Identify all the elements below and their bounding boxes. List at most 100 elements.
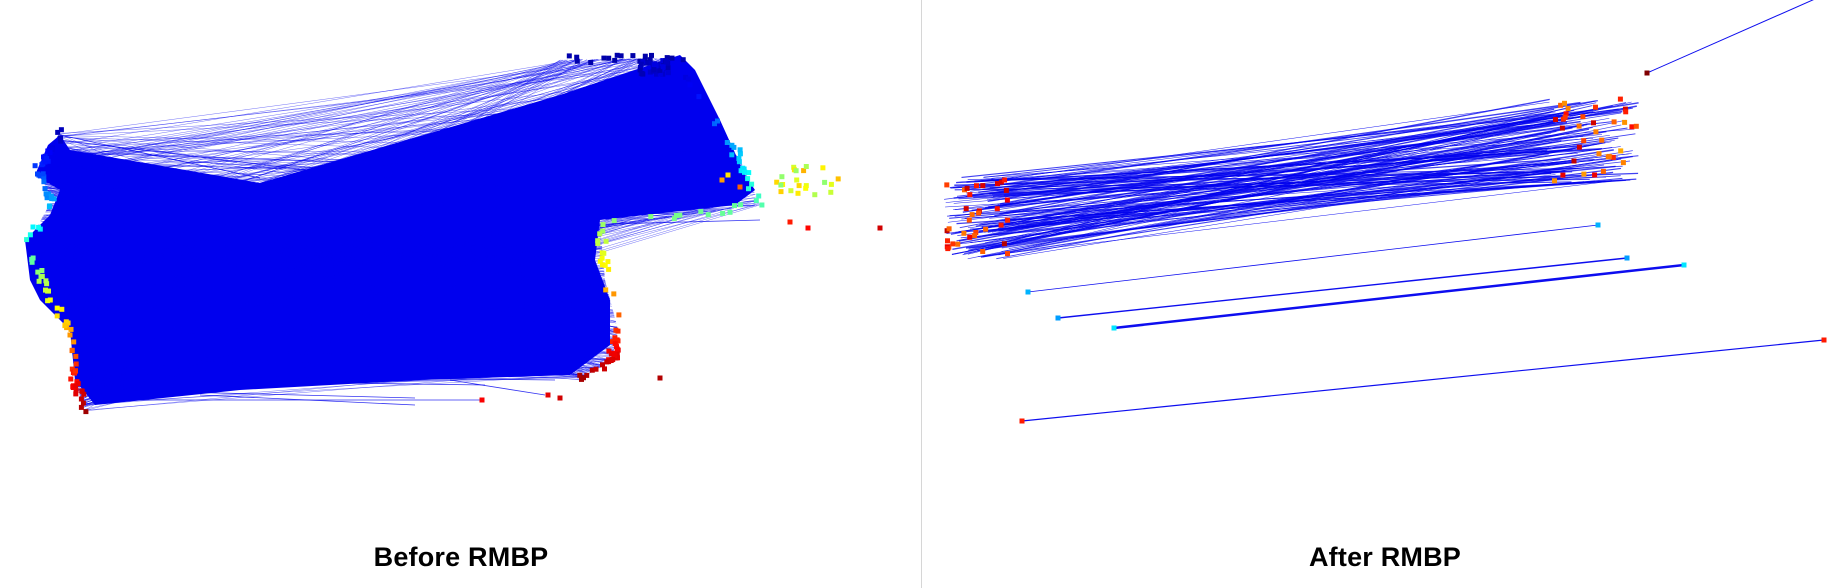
keypoint <box>54 305 60 311</box>
match-line <box>968 171 1614 249</box>
keypoint <box>994 206 1000 212</box>
keypoint <box>73 388 79 394</box>
keypoint <box>44 281 50 287</box>
keypoint <box>787 219 793 225</box>
match-line <box>46 58 625 189</box>
match-line <box>980 111 1556 182</box>
keypoint <box>835 176 841 182</box>
keypoint <box>1005 251 1010 257</box>
keypoint <box>35 171 40 177</box>
keypoint <box>545 392 551 398</box>
keypoint <box>610 339 615 345</box>
match-line <box>987 162 1580 200</box>
keypoint <box>69 366 75 372</box>
match-line <box>34 229 601 254</box>
keypoint <box>737 151 743 157</box>
keypoint <box>1576 144 1582 150</box>
keypoint <box>698 208 704 214</box>
keypoint <box>614 52 620 58</box>
keypoint <box>680 57 686 63</box>
match-line <box>42 161 690 215</box>
keypoint <box>673 213 679 218</box>
match-line <box>48 150 735 153</box>
match-line <box>64 232 601 322</box>
keypoint <box>720 210 726 216</box>
keypoint <box>606 348 612 354</box>
match-line <box>977 179 1624 257</box>
keypoint <box>45 298 51 304</box>
keypoint <box>950 241 956 247</box>
match-line <box>986 112 1552 229</box>
keypoint <box>657 375 663 381</box>
after-matches-plot <box>944 0 1827 424</box>
keypoint <box>969 212 975 218</box>
keypoint <box>39 273 45 279</box>
keypoint <box>640 59 646 65</box>
match-line <box>1005 175 1559 213</box>
keypoint <box>78 404 84 410</box>
match-line <box>43 181 601 226</box>
match-line <box>39 156 739 174</box>
keypoint <box>822 179 828 185</box>
match-line <box>38 170 585 378</box>
keypoint <box>78 396 84 402</box>
match-line <box>965 143 1599 194</box>
match-line <box>84 368 599 411</box>
keypoint <box>736 156 742 161</box>
match-line <box>56 210 716 309</box>
keypoint <box>46 288 51 294</box>
keypoint <box>944 182 950 188</box>
keypoint <box>588 60 594 65</box>
keypoint <box>647 57 653 63</box>
match-line <box>1057 257 1628 319</box>
keypoint <box>1565 106 1571 111</box>
keypoint <box>30 255 36 261</box>
keypoint <box>945 246 951 252</box>
keypoint <box>828 189 834 195</box>
match-line <box>47 190 609 363</box>
match-line <box>75 217 657 384</box>
match-line <box>960 177 1623 239</box>
keypoint <box>1592 172 1598 178</box>
keypoint <box>73 368 78 374</box>
match-line <box>62 185 752 319</box>
match-line <box>31 243 614 313</box>
match-line <box>53 143 606 283</box>
keypoint <box>615 328 621 334</box>
match-line <box>51 161 741 199</box>
match-line <box>43 160 615 347</box>
match-line <box>51 212 699 301</box>
keypoint <box>68 326 74 332</box>
keypoint <box>1681 262 1687 268</box>
match-line <box>44 183 668 217</box>
keypoint <box>616 312 622 318</box>
keypoint <box>1622 106 1628 112</box>
keypoint <box>812 192 818 198</box>
keypoint <box>715 118 720 124</box>
match-line <box>35 257 607 285</box>
match-line <box>49 149 754 207</box>
match-line <box>78 58 662 391</box>
match-line <box>49 58 631 151</box>
match-line <box>43 181 616 322</box>
match-line <box>47 208 606 284</box>
keypoint <box>671 216 677 222</box>
match-line <box>81 59 583 401</box>
match-line <box>81 87 695 400</box>
keypoint <box>39 162 45 168</box>
keypoint <box>778 182 784 188</box>
keypoint <box>660 58 666 64</box>
match-line <box>39 173 755 193</box>
match-line <box>39 173 617 340</box>
match-line <box>1646 0 1814 74</box>
keypoint <box>756 193 762 199</box>
keypoint <box>36 278 42 284</box>
match-line <box>40 273 605 276</box>
keypoint <box>1599 137 1605 143</box>
keypoint <box>602 262 608 268</box>
keypoint <box>643 60 649 66</box>
keypoint <box>661 61 667 67</box>
keypoint <box>1622 119 1628 125</box>
match-line <box>35 58 665 258</box>
keypoint <box>803 164 809 169</box>
